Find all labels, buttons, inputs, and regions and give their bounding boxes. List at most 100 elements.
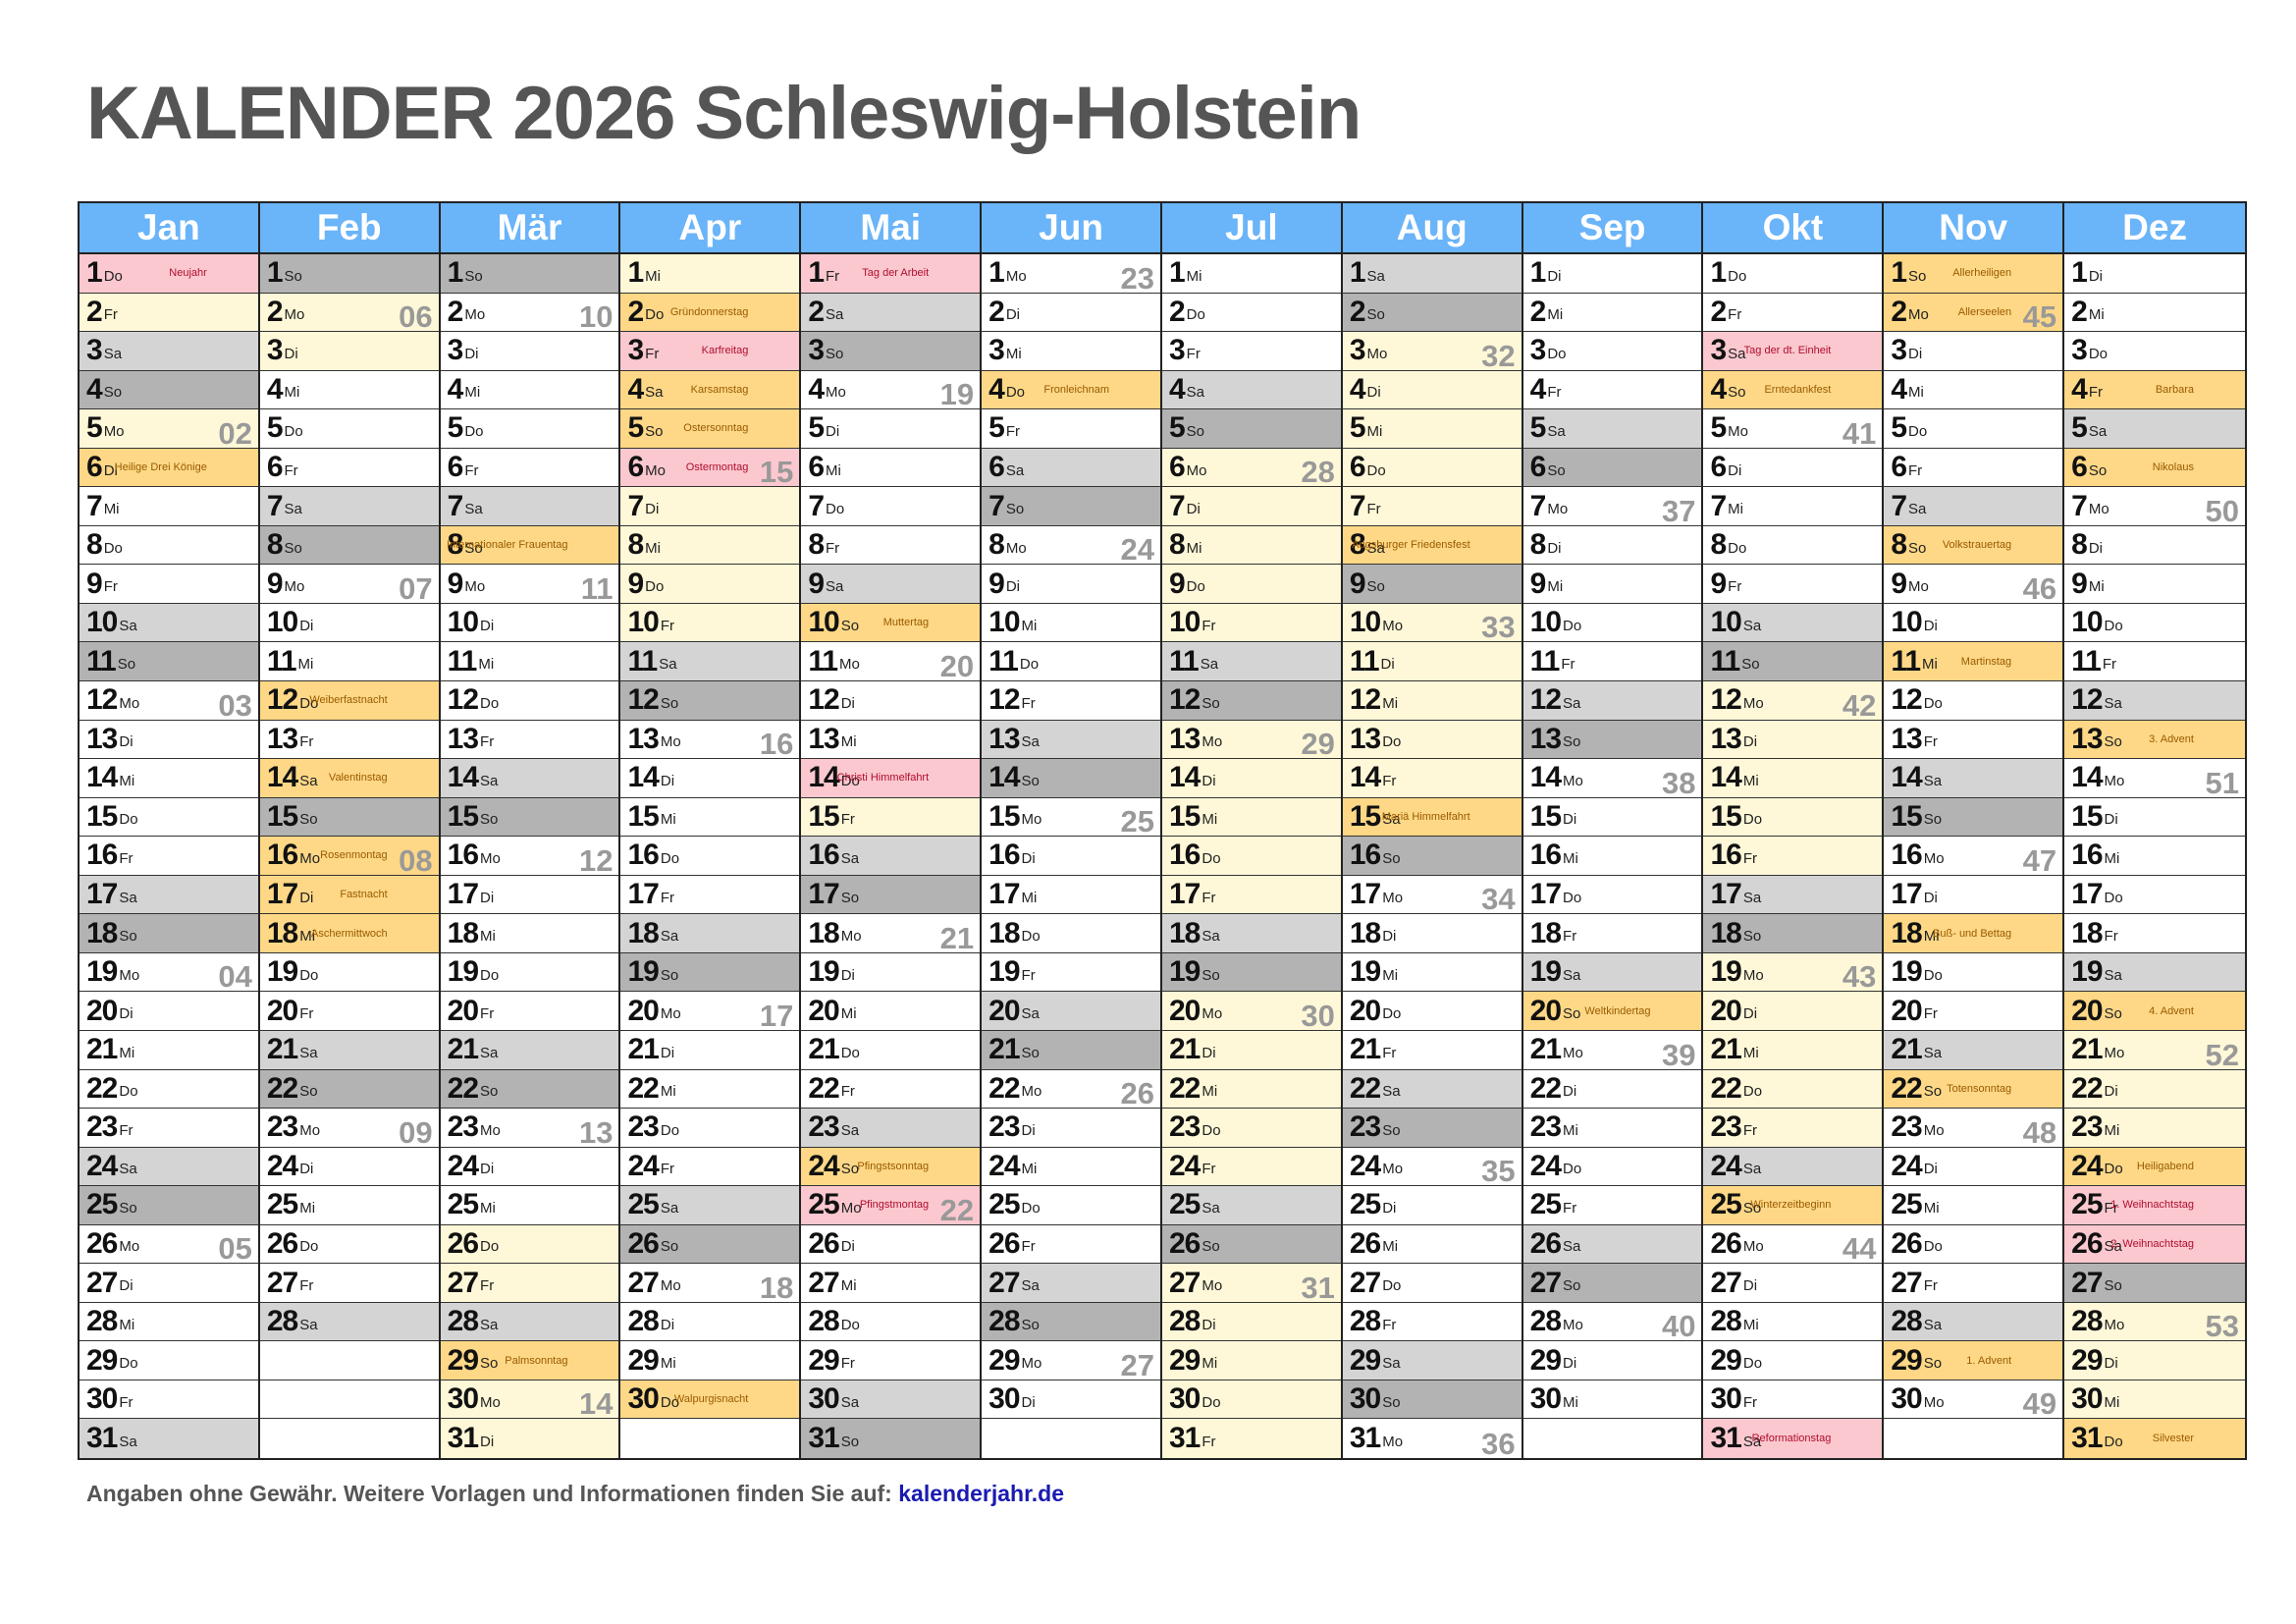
weekday-label: Mi [2088, 306, 2105, 324]
day-cell: 24 Sa [80, 1147, 258, 1187]
day-number: 25 [86, 1188, 118, 1221]
day-number: 9 [1710, 567, 1727, 600]
day-cell: 10 Mi [982, 604, 1160, 643]
week-number: 06 [399, 299, 433, 333]
weekday-label: So [660, 694, 679, 712]
day-cell: 18 Fr [2064, 914, 2245, 953]
day-number: 2 [1891, 295, 1907, 328]
weekday-label: Do [840, 772, 860, 789]
day-number: 20 [808, 994, 839, 1027]
weekday-label: Fr [1742, 849, 1758, 867]
day-cell: 25 So [80, 1186, 258, 1225]
weekday-label: Sa [1366, 267, 1385, 285]
weekday-label: Mo [839, 656, 860, 674]
empty-day-cell [1522, 1419, 1702, 1458]
weekday-label: Sa [1908, 501, 1927, 518]
weekday-label: So [464, 267, 483, 285]
week-number: 13 [579, 1114, 614, 1148]
day-number: 19 [988, 955, 1020, 989]
weekday-label: Mi [1563, 1393, 1578, 1411]
day-cell: 24 Do Heiligabend [2064, 1147, 2245, 1187]
weekday-label: Mo [1366, 345, 1388, 362]
day-number: 9 [627, 567, 644, 600]
day-number: 26 [447, 1226, 479, 1260]
weekday-label: Sa [1563, 694, 1581, 712]
day-cell: 21 Sa [259, 1030, 439, 1070]
weekday-label: Di [480, 889, 495, 906]
day-cell: 15 Mo 25 [982, 798, 1160, 838]
weekday-label: Sa [480, 1044, 499, 1061]
day-cell: 1 Sa [1342, 254, 1522, 294]
day-cell: 13 Do [1342, 720, 1522, 760]
day-cell: 20 Mo 17 [620, 992, 800, 1031]
day-cell: 4 Di [1342, 370, 1522, 410]
day-cell: 28 Sa [259, 1302, 439, 1342]
day-number: 15 [1168, 799, 1201, 833]
day-number: 31 [447, 1422, 479, 1455]
day-cell: 15 So [259, 797, 439, 838]
day-number: 12 [86, 683, 118, 717]
day-cell: 25 Mi [1884, 1186, 2063, 1225]
day-number: 30 [1168, 1382, 1201, 1416]
day-number: 9 [1349, 567, 1366, 600]
holiday-label: Augsburger Friedensfest [1352, 539, 1470, 552]
weekday-label: Di [645, 501, 660, 518]
weekday-label: Do [1728, 267, 1747, 285]
day-number: 20 [1710, 994, 1741, 1027]
weekday-label: Fr [1728, 578, 1742, 596]
day-cell: 23 Mo 48 [1884, 1109, 2063, 1148]
weekday-label: Mi [2104, 1121, 2120, 1139]
day-number: 25 [2071, 1188, 2103, 1221]
day-number: 21 [1891, 1033, 1922, 1066]
weekday-label: Fr [284, 461, 298, 479]
day-number: 18 [1349, 916, 1381, 949]
day-cell: 23 Mi [2064, 1109, 2245, 1148]
weekday-label: Sa [480, 772, 499, 789]
weekday-label: Fr [299, 1277, 314, 1295]
weekday-label: So [1201, 1238, 1220, 1256]
day-cell: 29 Sa [1342, 1341, 1522, 1380]
day-cell: 13 Mo 16 [620, 721, 800, 760]
day-cell: 22 Di [2064, 1069, 2245, 1110]
day-cell: 9 Mi [1522, 565, 1702, 604]
day-cell: 11 So [80, 642, 258, 682]
day-cell: 21 So [982, 1030, 1160, 1070]
day-cell: 6 Di Heilige Drei Könige [80, 448, 258, 488]
holiday-label: Karsamstag [690, 383, 749, 396]
day-number: 24 [1710, 1149, 1741, 1182]
day-number: 16 [627, 839, 659, 872]
day-number: 20 [627, 994, 659, 1027]
day-number: 18 [86, 916, 118, 949]
day-cell: 10 Do [1522, 604, 1702, 643]
day-cell: 25 Mi [440, 1186, 619, 1225]
day-number: 7 [988, 489, 1005, 522]
day-number: 12 [988, 683, 1020, 717]
day-cell: 1 Mi [1161, 254, 1341, 294]
day-number: 28 [627, 1305, 659, 1338]
day-cell: 11 Di [1342, 642, 1522, 682]
day-cell: 18 Di [1342, 914, 1522, 953]
day-number: 4 [808, 372, 825, 406]
weekday-label: Fr [480, 1277, 495, 1295]
day-number: 8 [86, 528, 103, 562]
weekday-label: Do [840, 1316, 860, 1333]
day-cell: 4 Sa Karsamstag [620, 370, 800, 410]
day-number: 28 [988, 1305, 1020, 1338]
day-cell: 19 Mo 43 [1703, 952, 1883, 993]
weekday-label: Sa [660, 928, 679, 946]
day-cell: 27 Fr [440, 1264, 619, 1303]
day-cell: 21 Mo 52 [2064, 1030, 2245, 1070]
day-cell: 20 Sa [982, 992, 1160, 1031]
day-cell: 9 So [1342, 565, 1522, 604]
day-cell: 10 Di [440, 604, 619, 643]
day-number: 14 [808, 761, 839, 794]
day-cell: 20 Di [1703, 992, 1883, 1031]
day-number: 23 [1529, 1110, 1562, 1144]
day-cell: 17 Di Fastnacht [259, 875, 439, 915]
day-number: 4 [1349, 372, 1366, 406]
month-header: Sep [1522, 203, 1702, 254]
day-number: 5 [1891, 411, 1907, 445]
footer-link[interactable]: kalenderjahr.de [898, 1481, 1064, 1506]
day-cell: 6 Mi [801, 449, 981, 488]
day-number: 23 [86, 1110, 118, 1144]
